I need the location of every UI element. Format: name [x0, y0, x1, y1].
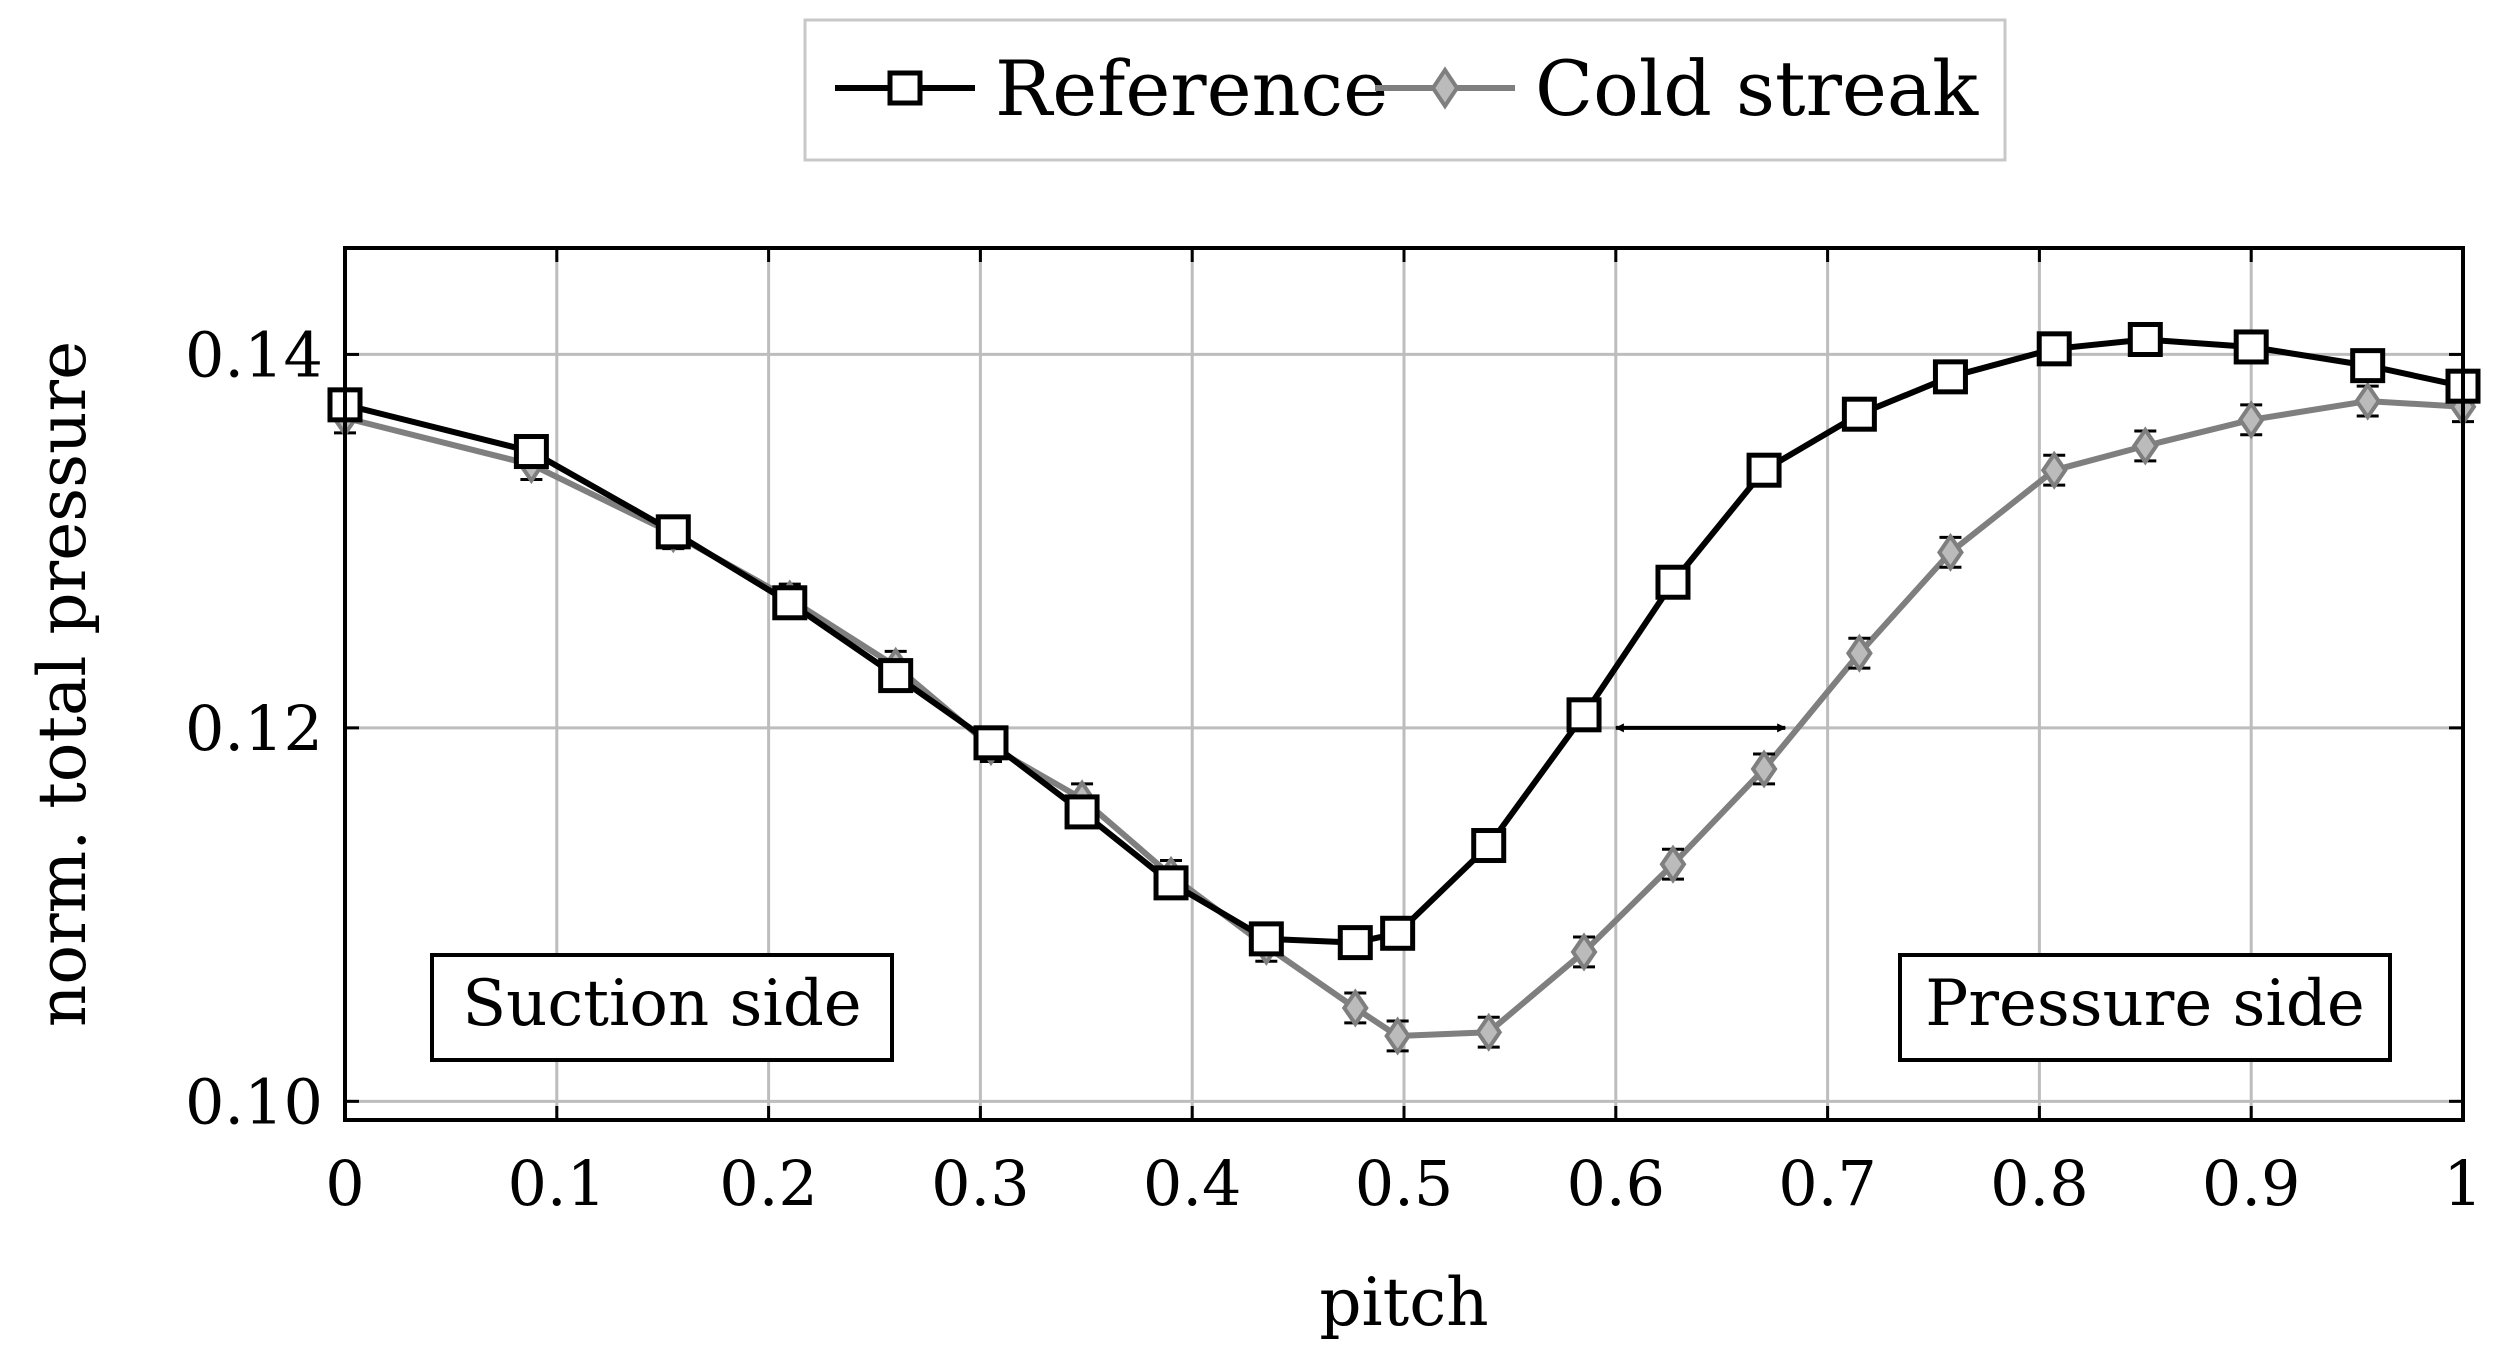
- data-point-cold-streak: [1475, 1012, 1503, 1052]
- x-tick-label: 0.5: [1355, 1147, 1454, 1220]
- data-point-reference: [1153, 865, 1189, 901]
- data-point-cold-streak: [1570, 932, 1598, 972]
- suction-side-box: [430, 953, 894, 1062]
- legend-label-reference: Reference: [995, 44, 1388, 133]
- data-point-reference: [1746, 452, 1782, 488]
- y-tick-label: 0.10: [185, 1065, 323, 1138]
- series-reference: [327, 321, 2481, 961]
- legend-item-cold-streak: Cold streak: [1375, 44, 1979, 133]
- x-tick-label: 0.9: [2202, 1147, 2301, 1220]
- suction-side-label: Suction side: [462, 967, 861, 1041]
- y-tick-label: 0.12: [185, 692, 323, 765]
- data-point-reference: [2350, 348, 2386, 384]
- x-axis-label: pitch: [1319, 1264, 1488, 1341]
- legend-item-reference: Reference: [835, 44, 1388, 133]
- data-point-reference: [772, 585, 808, 621]
- data-point-reference: [655, 514, 691, 550]
- data-point-reference: [2036, 331, 2072, 367]
- data-point-reference: [1566, 697, 1602, 733]
- data-point-cold-streak: [1384, 1016, 1412, 1056]
- data-point-reference: [513, 434, 549, 470]
- x-tick-label: 1: [2443, 1147, 2482, 1220]
- data-point-cold-streak: [1341, 988, 1369, 1028]
- y-axis-label: norm. total pressure: [24, 341, 101, 1027]
- data-point-reference: [973, 725, 1009, 761]
- data-point-cold-streak: [1937, 532, 1964, 572]
- data-point-reference: [2127, 321, 2163, 357]
- data-point-cold-streak: [2354, 381, 2382, 421]
- data-point-reference: [1248, 921, 1284, 957]
- pressure-side-label: Pressure side: [1925, 967, 2364, 1041]
- x-tick-label: 0.4: [1143, 1147, 1242, 1220]
- suction-side-annotation: Suction side: [430, 953, 894, 1062]
- data-point-reference: [1380, 915, 1416, 951]
- data-point-reference: [1655, 564, 1691, 600]
- x-tick-label: 0.6: [1566, 1147, 1665, 1220]
- legend: Reference Cold streak: [803, 18, 2007, 162]
- series-layer: [327, 321, 2481, 1056]
- data-point-reference: [2233, 329, 2269, 365]
- x-tick-label: 0.7: [1778, 1147, 1877, 1220]
- x-tick-label: 0.3: [931, 1147, 1030, 1220]
- x-tick-label: 0.1: [507, 1147, 606, 1220]
- x-tick-label: 0.2: [719, 1147, 818, 1220]
- series-line-cold-streak: [344, 398, 2464, 1039]
- data-point-cold-streak: [1750, 749, 1778, 789]
- pressure-side-annotation: Pressure side: [1898, 953, 2392, 1062]
- y-tick-label: 0.14: [185, 318, 323, 391]
- data-point-reference: [1841, 396, 1877, 432]
- data-point-cold-streak: [1659, 844, 1687, 884]
- data-point-cold-streak: [1845, 633, 1873, 673]
- data-point-cold-streak: [2040, 450, 2068, 490]
- data-point-reference: [1337, 925, 1373, 961]
- series-line-reference: [344, 336, 2464, 946]
- x-tick-label: 0: [325, 1147, 364, 1220]
- pressure-side-box: [1898, 953, 2392, 1062]
- legend-marker-reference: [887, 70, 923, 106]
- data-point-reference: [1471, 828, 1507, 864]
- legend-label-cold-streak: Cold streak: [1535, 44, 1979, 133]
- data-point-reference: [878, 658, 914, 694]
- data-point-cold-streak: [2131, 426, 2159, 466]
- data-point-reference: [1932, 359, 1968, 395]
- data-point-cold-streak: [2237, 400, 2265, 440]
- plot-area: 0 0.1 0.2 0.3 0.4 0.5 0.6 0.7 0.8 0.9 1 0.10 0.12 0.1…: [185, 246, 2483, 1220]
- x-tick-label: 0.8: [1990, 1147, 2089, 1220]
- data-point-reference: [1064, 794, 1100, 830]
- ticks: 0 0.1 0.2 0.3 0.4 0.5 0.6 0.7 0.8 0.9 1 0.10 0.12 0.1…: [185, 248, 2483, 1220]
- legend-marker-cold-streak: [1430, 66, 1460, 110]
